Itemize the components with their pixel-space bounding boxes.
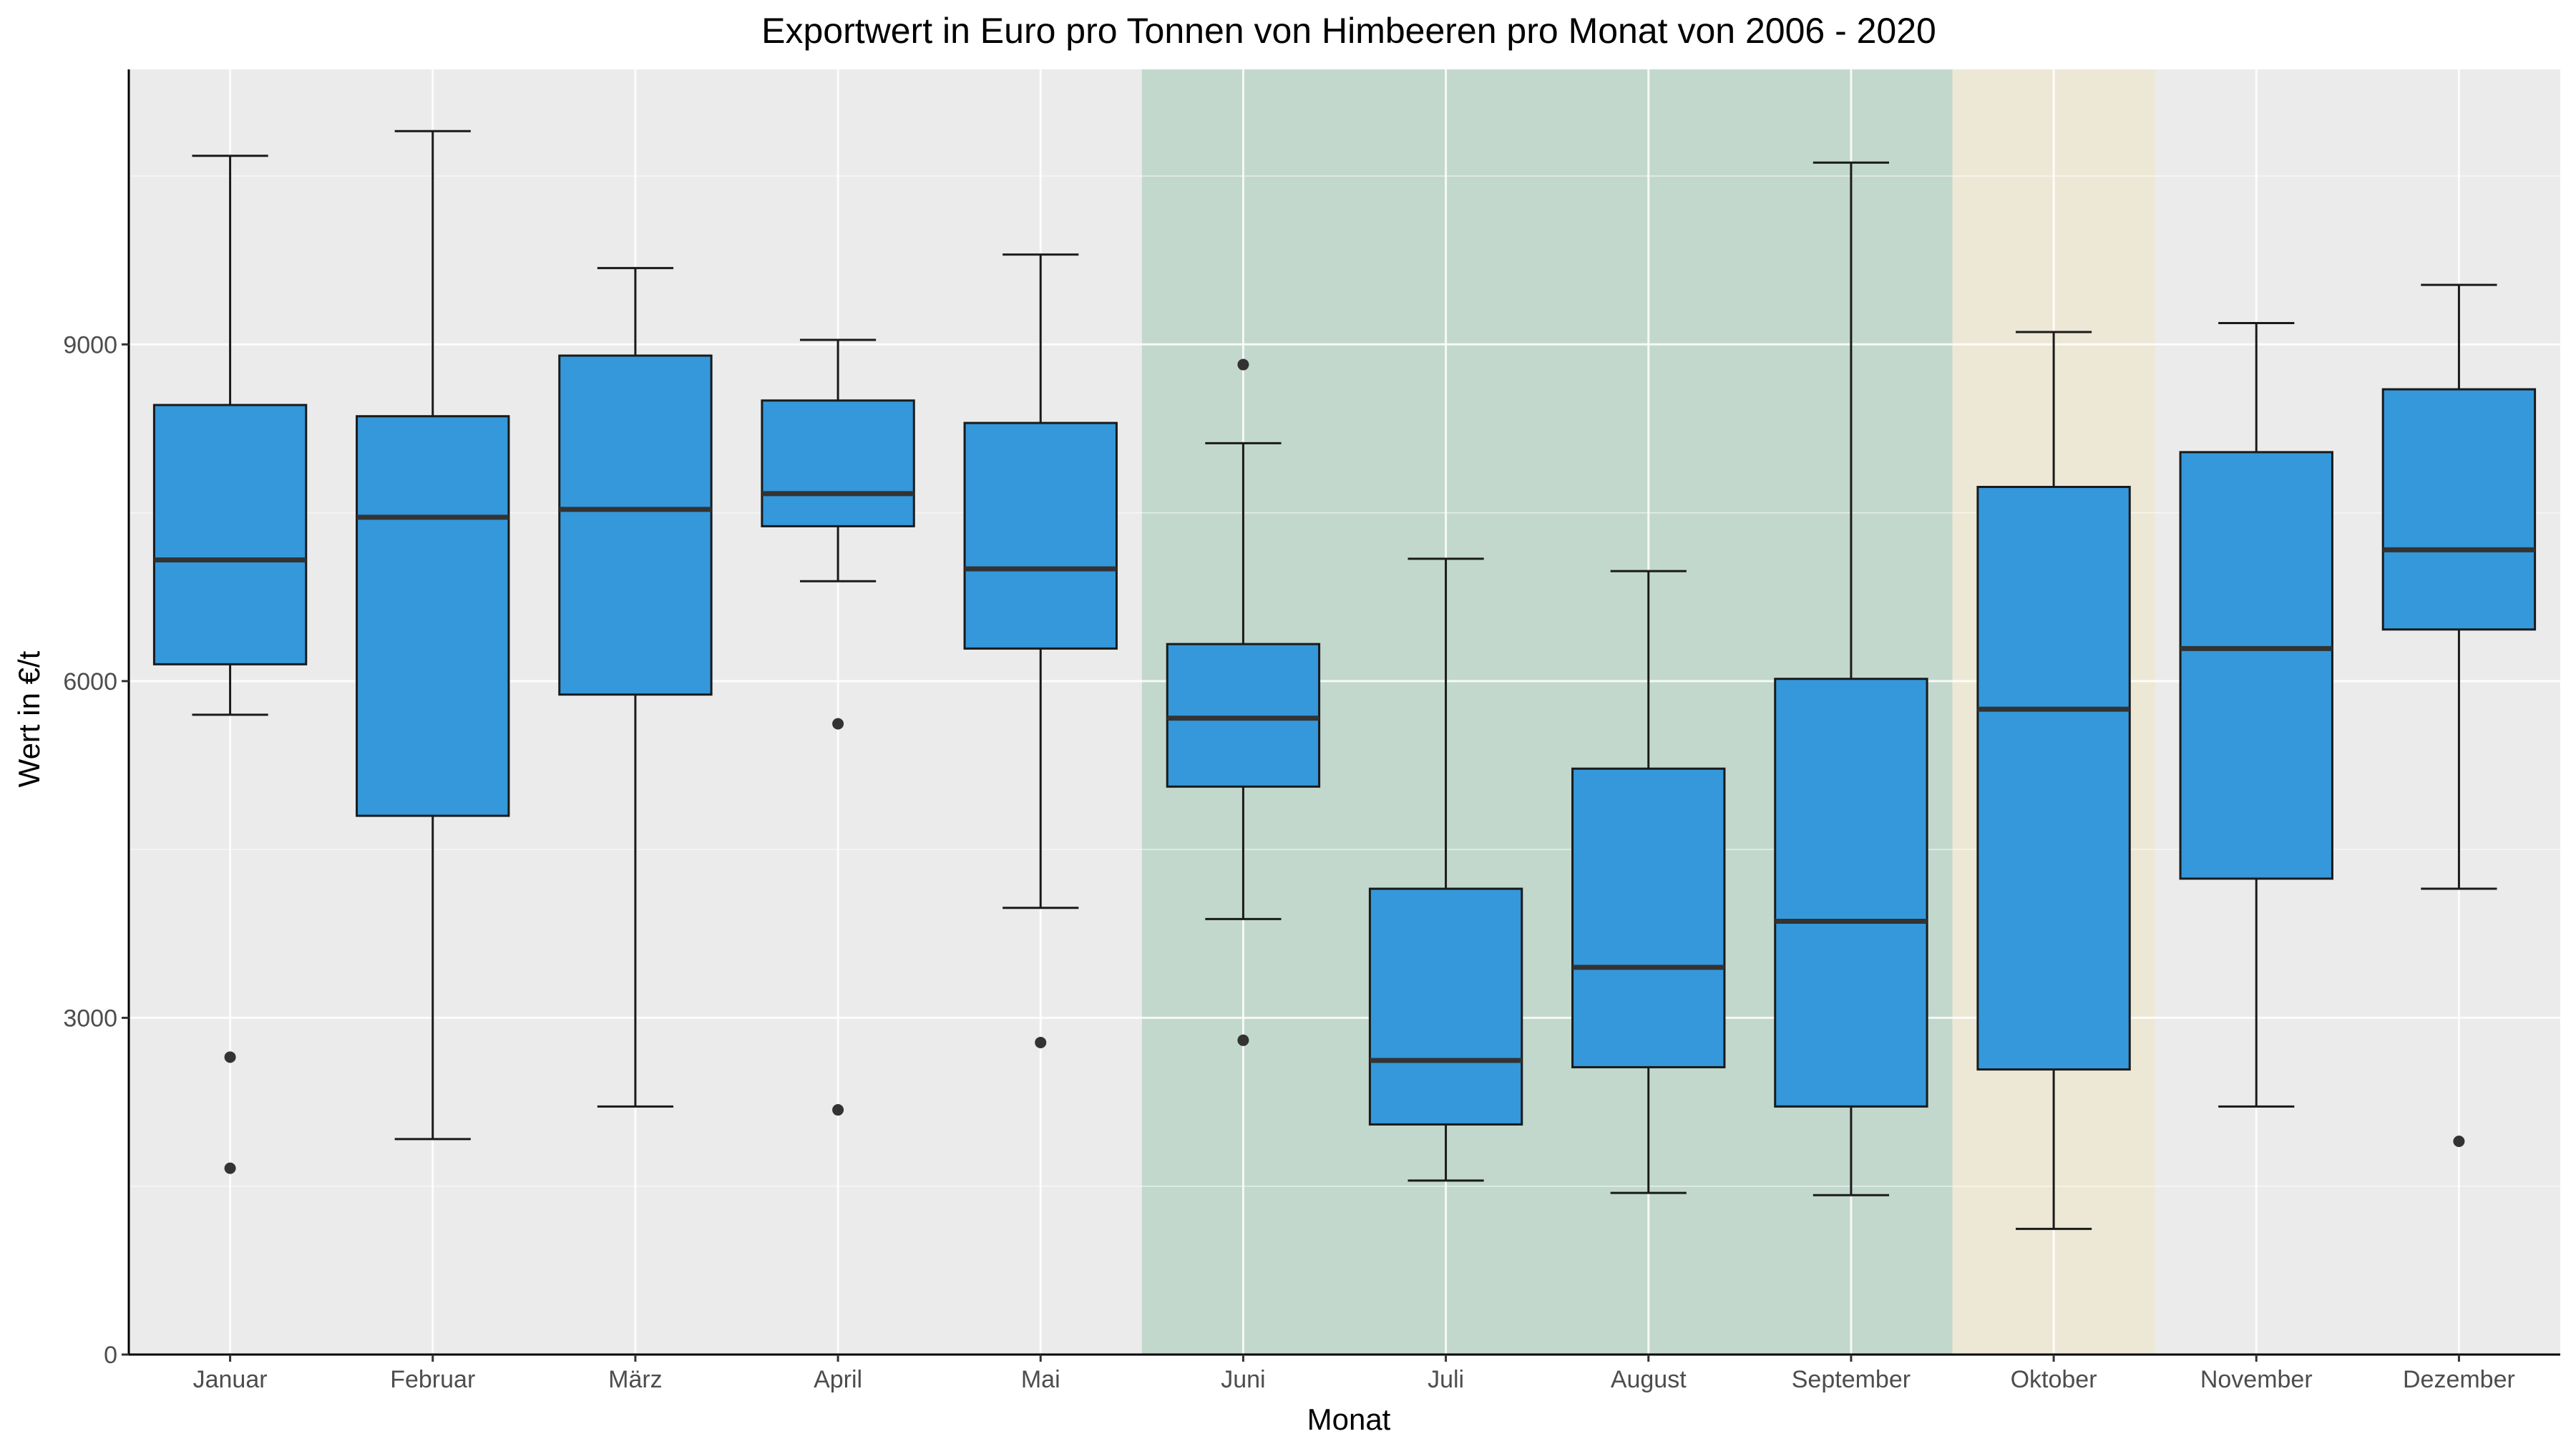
outlier-point (2453, 1135, 2465, 1147)
outlier-point (224, 1051, 236, 1063)
outlier-point (832, 718, 844, 730)
box-april (761, 399, 915, 527)
box-januar (152, 404, 308, 665)
box-mai (963, 421, 1118, 650)
box-oktober (1976, 486, 2131, 1071)
x-tick-label: Dezember (2403, 1366, 2515, 1393)
x-axis-title: Monat (1307, 1402, 1391, 1436)
box-juni (1166, 643, 1321, 788)
box-november (2179, 451, 2333, 880)
x-tick-label: März (608, 1366, 663, 1393)
x-tick-label: Januar (193, 1366, 268, 1393)
x-tick-label: Mai (1021, 1366, 1060, 1393)
x-tick-label: April (814, 1366, 862, 1393)
outlier-point (1237, 1034, 1249, 1046)
x-tick-label: September (1792, 1366, 1911, 1393)
x-tick-label: August (1611, 1366, 1687, 1393)
y-tick-label: 0 (104, 1342, 117, 1369)
y-tick-label: 9000 (63, 331, 117, 358)
box-juli (1368, 887, 1523, 1126)
y-axis-title: Wert in €/t (12, 650, 46, 787)
chart-title: Exportwert in Euro pro Tonnen von Himbee… (761, 11, 1936, 51)
x-tick-label: Februar (390, 1366, 475, 1393)
box-august (1571, 767, 1726, 1068)
box-märz (558, 354, 713, 696)
x-tick-label: Juni (1221, 1366, 1265, 1393)
x-tick-label: Juli (1428, 1366, 1464, 1393)
x-tick-label: November (2200, 1366, 2313, 1393)
y-tick-label: 3000 (63, 1005, 117, 1032)
y-tick-label: 6000 (63, 668, 117, 696)
outlier-point (1035, 1036, 1047, 1048)
box-dezember (2381, 388, 2537, 631)
box-februar (356, 415, 510, 817)
plot-area: 0 3000 6000 9000 Januar Februar März April Mai Ju… (63, 69, 2560, 1393)
x-tick-label: Oktober (2011, 1366, 2097, 1393)
outlier-point (832, 1104, 844, 1116)
box-september (1774, 678, 1928, 1108)
outlier-point (1237, 358, 1249, 371)
outlier-point (224, 1162, 236, 1174)
